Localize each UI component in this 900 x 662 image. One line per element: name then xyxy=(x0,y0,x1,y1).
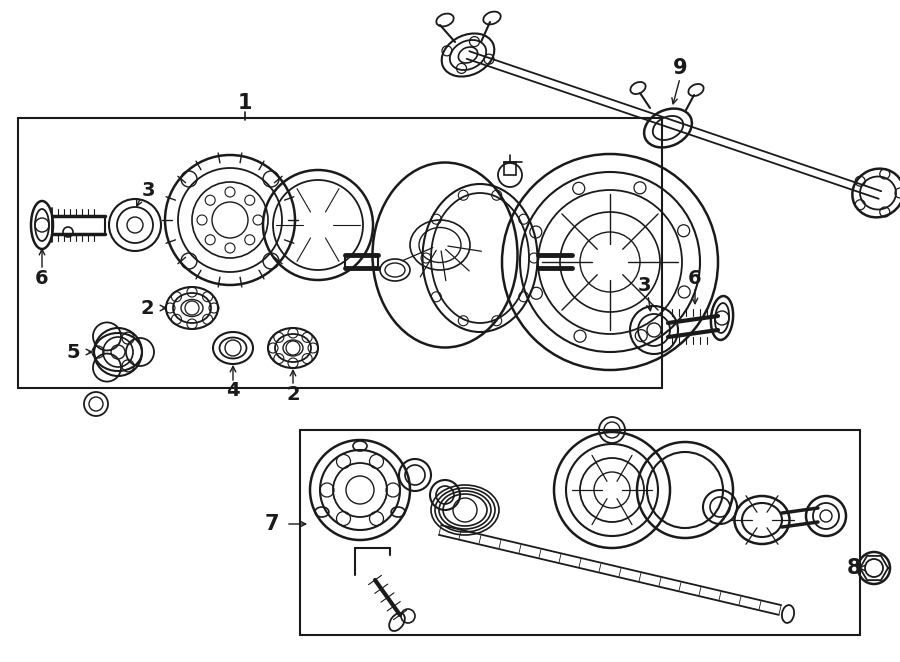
Text: 8: 8 xyxy=(847,558,861,578)
Bar xyxy=(504,162,516,175)
Bar xyxy=(300,430,860,635)
Text: 3: 3 xyxy=(141,181,155,199)
Text: 6: 6 xyxy=(35,269,49,287)
Text: 7: 7 xyxy=(265,514,279,534)
Text: 3: 3 xyxy=(637,275,651,295)
Text: 9: 9 xyxy=(672,58,688,78)
Text: 2: 2 xyxy=(140,299,154,318)
Text: 2: 2 xyxy=(286,385,300,404)
Text: 6: 6 xyxy=(688,269,702,287)
Text: 4: 4 xyxy=(226,381,239,399)
Text: 1: 1 xyxy=(238,93,252,113)
Text: 5: 5 xyxy=(67,342,80,361)
Bar xyxy=(18,118,662,388)
